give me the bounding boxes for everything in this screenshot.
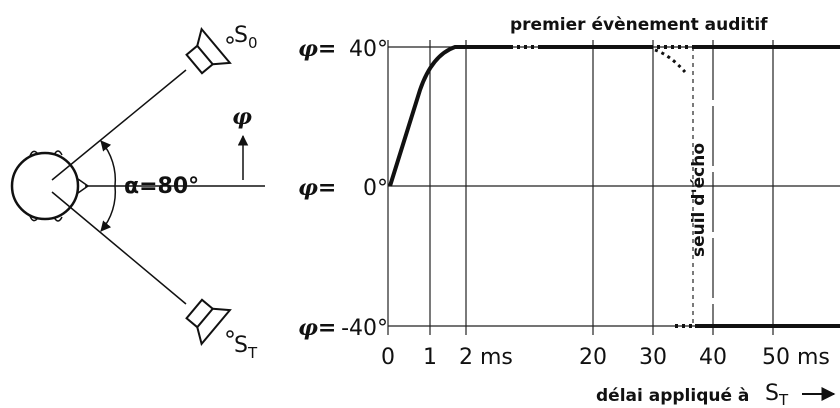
source-top-label: S0 <box>234 23 258 52</box>
x-label: 2 ms <box>459 345 513 370</box>
letter: S <box>765 381 779 406</box>
y-value: -40° <box>341 316 388 341</box>
x-label: 50 ms <box>762 345 830 370</box>
plot-grid <box>387 40 840 335</box>
y-symbol: φ= <box>298 315 336 341</box>
letter: S <box>234 23 248 48</box>
x-label: 1 <box>423 345 437 370</box>
subscript: T <box>247 344 258 362</box>
y-value: 40° <box>349 37 388 62</box>
letter: S <box>234 333 248 358</box>
angle-symbol: φ <box>232 104 252 130</box>
x-label: 0 <box>381 345 395 370</box>
x-label: 40 <box>699 345 727 370</box>
x-axis-title: délai appliqué à <box>596 386 749 406</box>
y-value: 0° <box>363 176 388 201</box>
listener-sketch <box>10 27 265 346</box>
subscript: T <box>778 391 789 408</box>
y-symbol: φ= <box>298 175 336 201</box>
source-bottom-label: ST <box>234 333 258 362</box>
subscript: 0 <box>248 34 258 52</box>
threshold-label: seuil d'écho <box>689 143 709 257</box>
angle-label: α=80° <box>124 174 199 199</box>
x-label: 20 <box>579 345 607 370</box>
response-curves <box>388 45 840 328</box>
y-symbol: φ= <box>298 36 336 62</box>
x-label: 30 <box>639 345 667 370</box>
annotation: premier évènement auditif <box>510 15 768 35</box>
x-axis-source: ST <box>765 381 789 408</box>
